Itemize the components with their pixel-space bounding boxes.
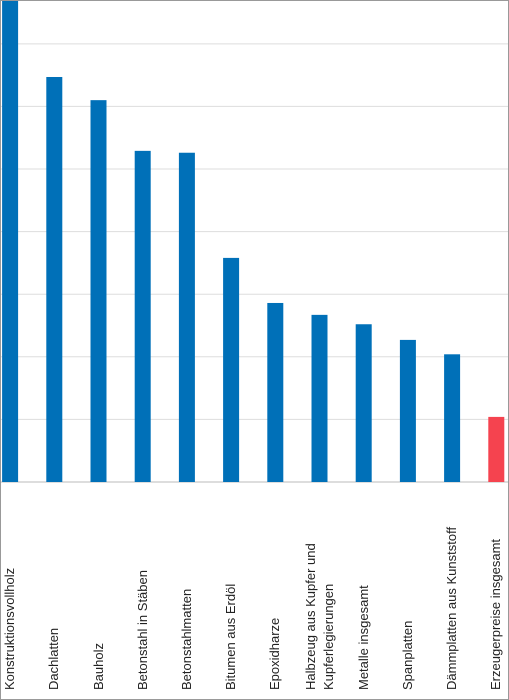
bar bbox=[488, 416, 505, 482]
bar bbox=[178, 152, 195, 482]
bar bbox=[223, 257, 240, 482]
bar bbox=[134, 150, 151, 482]
bar bbox=[399, 339, 416, 482]
bar bbox=[267, 302, 284, 482]
x-tick-label: Spanplatten bbox=[399, 620, 415, 690]
x-tick-label: Erzeugerpreise insgesamt bbox=[488, 538, 504, 690]
x-tick-label: Bitumen aus Erdöl bbox=[223, 583, 239, 690]
x-tick-label: Dämmplatten aus Kunststoff bbox=[444, 526, 460, 690]
x-tick-label: Betonstahlmatten bbox=[178, 588, 194, 690]
x-tick-label: Konstruktionsvollholz bbox=[2, 567, 18, 690]
bar bbox=[2, 0, 19, 482]
x-tick-label: Epoxidharze bbox=[267, 617, 283, 690]
x-tick-label: Dachlatten bbox=[46, 627, 62, 690]
bar bbox=[444, 354, 461, 482]
x-tick-label: Halbzeug aus Kupfer und Kupferlegierunge… bbox=[302, 543, 336, 690]
x-tick-label: Bauholz bbox=[90, 643, 106, 690]
x-tick-label: Metalle insgesamt bbox=[355, 585, 371, 690]
x-tick-label: Betonstahl in Stäben bbox=[134, 570, 150, 690]
bar bbox=[355, 324, 372, 482]
bar bbox=[90, 100, 107, 482]
bar bbox=[311, 314, 328, 482]
bar bbox=[46, 76, 63, 482]
